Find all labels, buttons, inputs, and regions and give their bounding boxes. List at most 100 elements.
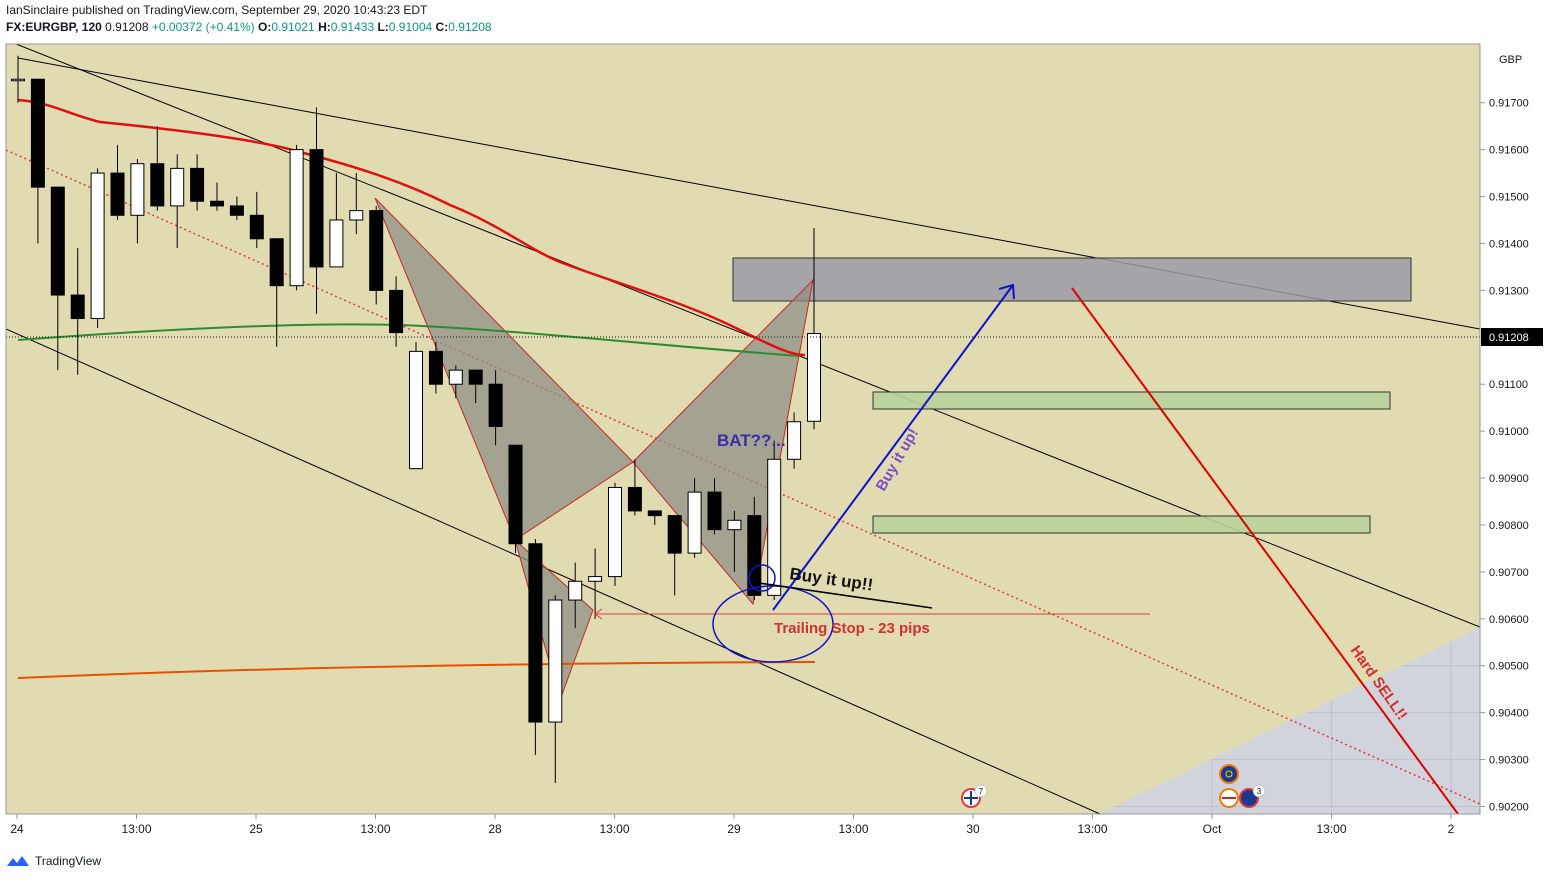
plot-border (5, 43, 1481, 815)
candle-up[interactable] (787, 421, 802, 460)
x-tick-label: 13:00 (599, 822, 629, 836)
symbol-label[interactable]: FX:EURGBP, 120 (6, 20, 102, 34)
event-count: 7 (979, 787, 984, 796)
y-tick-label: 0.90900 (1489, 473, 1529, 485)
event-count: 3 (1257, 787, 1262, 796)
resistance-zone (732, 257, 1412, 302)
publish-line: IanSinclaire published on TradingView.co… (6, 2, 492, 19)
candle-up[interactable] (807, 333, 821, 422)
published-text: published on TradingView.com, September … (72, 3, 428, 17)
x-tick-label: 2 (1448, 822, 1455, 836)
candles-group (11, 55, 821, 784)
candle-down[interactable] (150, 163, 165, 207)
candle-up[interactable] (448, 369, 463, 385)
candle-down[interactable] (70, 294, 85, 320)
y-tick-label: 0.90500 (1489, 661, 1529, 673)
x-tick-label: 24 (10, 822, 24, 836)
author-name[interactable]: IanSinclaire (6, 3, 69, 17)
candle-down[interactable] (110, 172, 125, 216)
close-value: 0.91208 (448, 20, 492, 34)
low-label: L: (377, 20, 389, 34)
y-tick-label: 0.91000 (1489, 426, 1529, 438)
event-badge-gb[interactable]: 7 (961, 784, 988, 808)
event-badge-eu[interactable]: 3 (1219, 764, 1266, 808)
candle-up[interactable] (568, 580, 583, 601)
eu-flag-icon (1219, 764, 1239, 784)
y-tick-label: 0.91500 (1489, 192, 1529, 204)
candle-up[interactable] (90, 172, 105, 320)
candle-down[interactable] (468, 369, 483, 385)
x-tick-label: 13:00 (121, 822, 151, 836)
trailing-stop-label: Trailing Stop - 23 pips (774, 620, 930, 637)
y-tick-label: 0.90300 (1489, 755, 1529, 767)
candle-down[interactable] (269, 238, 284, 287)
y-tick-label: 0.90200 (1489, 802, 1529, 814)
bat-label: BAT??... (717, 431, 786, 450)
channel-lower-line (6, 328, 1101, 814)
candle-down[interactable] (667, 515, 682, 554)
y-tick-label: 0.90700 (1489, 567, 1529, 579)
chart-header: IanSinclaire published on TradingView.co… (6, 2, 492, 36)
x-tick-label: 28 (488, 822, 502, 836)
x-tick-label: 25 (249, 822, 263, 836)
ohlc-line: FX:EURGBP, 120 0.91208 +0.00372 (+0.41%)… (6, 19, 492, 36)
candle-up[interactable] (170, 167, 185, 207)
candle-down[interactable] (309, 149, 324, 268)
bat-pattern-left (374, 197, 634, 541)
candle-up[interactable] (329, 219, 344, 268)
open-label: O: (257, 20, 272, 34)
candle-down[interactable] (229, 205, 244, 216)
x-tick-label: 29 (727, 822, 741, 836)
y-tick-label: 0.90800 (1489, 520, 1529, 532)
candle-down[interactable] (428, 350, 443, 385)
y-tick-label: 0.91100 (1489, 379, 1528, 391)
candle-up[interactable] (608, 486, 622, 578)
x-tick-label: 13:00 (1077, 822, 1107, 836)
candle-down[interactable] (627, 486, 642, 512)
price-change: +0.00372 (+0.41%) (151, 20, 255, 34)
price-axis[interactable]: GBP 0.91700 0.91600 0.91500 0.91400 0.91300 0… (1480, 54, 1529, 814)
candle-up[interactable] (767, 458, 782, 596)
candle-down[interactable] (190, 167, 205, 202)
time-axis[interactable]: 24 13:00 25 13:00 28 13:00 29 13:00 30 13:00 Oct 13… (10, 814, 1455, 836)
candle-up[interactable] (130, 163, 145, 216)
candle-down[interactable] (249, 214, 264, 240)
candle-down[interactable] (647, 510, 662, 517)
entry-circle (748, 564, 776, 592)
candle-down[interactable] (528, 543, 543, 723)
candle-down[interactable] (389, 289, 404, 334)
last-price-tag: 0.91208 (1481, 328, 1543, 346)
candle-down[interactable] (369, 210, 384, 291)
candle-up[interactable] (727, 519, 742, 531)
candle-down[interactable] (30, 78, 45, 188)
y-tick-label: 0.91400 (1489, 238, 1529, 250)
candle-down[interactable] (508, 444, 523, 545)
x-tick-label: 30 (966, 822, 980, 836)
candle-up[interactable] (548, 599, 563, 723)
candle-down[interactable] (488, 383, 503, 427)
low-value: 0.91004 (388, 20, 433, 34)
tradingview-logo-icon (7, 856, 29, 866)
candle-up[interactable] (289, 149, 304, 287)
candle-up[interactable] (409, 350, 423, 470)
target-zone-lower (872, 515, 1371, 534)
candle-down[interactable] (50, 186, 65, 296)
candle-up[interactable] (11, 78, 25, 82)
x-tick-label: 13:00 (360, 822, 390, 836)
close-label: C: (435, 20, 449, 34)
x-tick-label: Oct (1203, 822, 1222, 836)
candle-up[interactable] (687, 491, 702, 554)
candle-down[interactable] (747, 515, 762, 596)
candle-down[interactable] (210, 200, 224, 207)
brand-name[interactable]: TradingView (35, 854, 102, 868)
y-tick-label: 0.91700 (1489, 98, 1529, 110)
target-zone-upper (872, 391, 1391, 410)
candle-up[interactable] (588, 576, 603, 582)
candle-down[interactable] (707, 491, 722, 531)
high-value: 0.91433 (330, 20, 375, 34)
x-tick-label: 13:00 (838, 822, 868, 836)
y-tick-label: 0.91600 (1489, 145, 1529, 157)
candle-up[interactable] (349, 210, 364, 221)
y-tick-label: 0.90600 (1489, 614, 1529, 626)
